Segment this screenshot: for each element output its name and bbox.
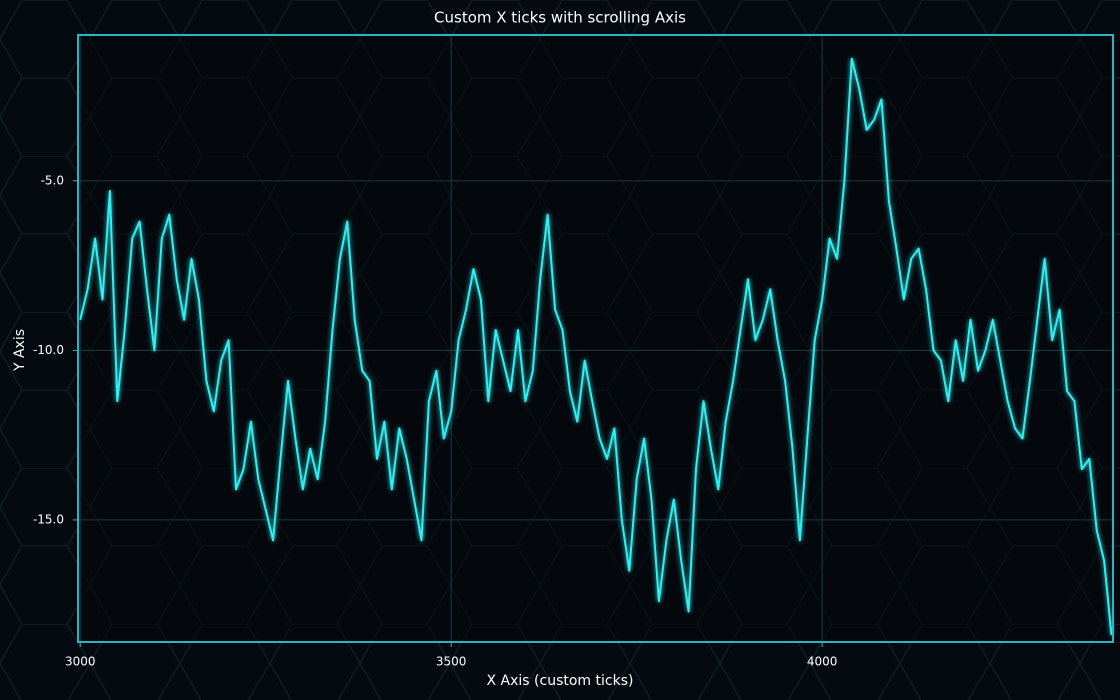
x-axis-label: X Axis (custom ticks) bbox=[487, 673, 634, 689]
grid bbox=[78, 35, 1113, 642]
x-tick-label: 4000 bbox=[807, 655, 838, 669]
x-tick-label: 3500 bbox=[436, 655, 467, 669]
y-tick-label: -15.0 bbox=[33, 512, 64, 526]
y-axis-label: Y Axis bbox=[12, 329, 28, 372]
plot-area bbox=[78, 35, 1113, 642]
chart-title: Custom X ticks with scrolling Axis bbox=[434, 9, 686, 27]
x-tick-label: 3000 bbox=[65, 655, 96, 669]
data-line bbox=[79, 57, 1113, 636]
series bbox=[79, 57, 1113, 636]
y-tick-label: -10.0 bbox=[33, 343, 64, 357]
plot-border bbox=[77, 34, 1114, 643]
y-tick-label: -5.0 bbox=[41, 173, 64, 187]
